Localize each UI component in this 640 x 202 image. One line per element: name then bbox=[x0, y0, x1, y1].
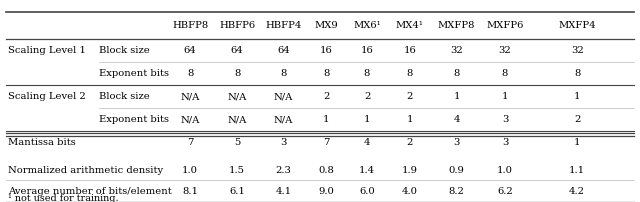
Text: 0.8: 0.8 bbox=[318, 166, 334, 175]
Text: 1: 1 bbox=[574, 138, 580, 147]
Text: MXFP8: MXFP8 bbox=[438, 21, 476, 30]
Text: 3: 3 bbox=[502, 138, 508, 147]
Text: 2: 2 bbox=[364, 92, 370, 101]
Text: 4.1: 4.1 bbox=[276, 187, 292, 196]
Text: HBFP4: HBFP4 bbox=[266, 21, 302, 30]
Text: 3: 3 bbox=[454, 138, 460, 147]
Text: 1.9: 1.9 bbox=[402, 166, 418, 175]
Text: 2: 2 bbox=[406, 138, 413, 147]
Text: Exponent bits: Exponent bits bbox=[99, 115, 169, 124]
Text: MXFP6: MXFP6 bbox=[486, 21, 524, 30]
Text: 2.3: 2.3 bbox=[276, 166, 292, 175]
Text: HBFP8: HBFP8 bbox=[172, 21, 208, 30]
Text: N/A: N/A bbox=[180, 115, 200, 124]
Text: 64: 64 bbox=[231, 46, 244, 55]
Text: 16: 16 bbox=[403, 46, 416, 55]
Text: 2: 2 bbox=[323, 92, 330, 101]
Text: N/A: N/A bbox=[228, 115, 247, 124]
Text: Mantissa bits: Mantissa bits bbox=[8, 138, 76, 147]
Text: 1.0: 1.0 bbox=[182, 166, 198, 175]
Text: Scaling Level 1: Scaling Level 1 bbox=[8, 46, 86, 55]
Text: N/A: N/A bbox=[274, 92, 293, 101]
Text: 4.0: 4.0 bbox=[402, 187, 418, 196]
Text: 1: 1 bbox=[454, 92, 460, 101]
Text: 8: 8 bbox=[454, 69, 460, 78]
Text: MX4¹: MX4¹ bbox=[396, 21, 424, 30]
Text: 8.1: 8.1 bbox=[182, 187, 198, 196]
Text: 2: 2 bbox=[574, 115, 580, 124]
Text: 1: 1 bbox=[364, 115, 371, 124]
Text: 8.2: 8.2 bbox=[449, 187, 465, 196]
Text: 32: 32 bbox=[451, 46, 463, 55]
Text: 32: 32 bbox=[499, 46, 511, 55]
Text: 32: 32 bbox=[571, 46, 584, 55]
Text: 4: 4 bbox=[454, 115, 460, 124]
Text: 8: 8 bbox=[574, 69, 580, 78]
Text: Block size: Block size bbox=[99, 46, 150, 55]
Text: Block size: Block size bbox=[99, 92, 150, 101]
Text: 64: 64 bbox=[184, 46, 196, 55]
Text: 8: 8 bbox=[187, 69, 193, 78]
Text: 1.5: 1.5 bbox=[229, 166, 245, 175]
Text: 1: 1 bbox=[502, 92, 508, 101]
Text: 1: 1 bbox=[323, 115, 330, 124]
Text: 9.0: 9.0 bbox=[318, 187, 334, 196]
Text: 1: 1 bbox=[406, 115, 413, 124]
Text: 8: 8 bbox=[323, 69, 330, 78]
Text: 0.9: 0.9 bbox=[449, 166, 465, 175]
Text: 16: 16 bbox=[320, 46, 333, 55]
Text: 8: 8 bbox=[502, 69, 508, 78]
Text: HBFP6: HBFP6 bbox=[219, 21, 255, 30]
Text: Normalized arithmetic density: Normalized arithmetic density bbox=[8, 166, 163, 175]
Text: MXFP4: MXFP4 bbox=[558, 21, 596, 30]
Text: MX6¹: MX6¹ bbox=[353, 21, 381, 30]
Text: 3: 3 bbox=[502, 115, 508, 124]
Text: 8: 8 bbox=[364, 69, 370, 78]
Text: 2: 2 bbox=[406, 92, 413, 101]
Text: 3: 3 bbox=[280, 138, 287, 147]
Text: N/A: N/A bbox=[274, 115, 293, 124]
Text: N/A: N/A bbox=[228, 92, 247, 101]
Text: 7: 7 bbox=[323, 138, 330, 147]
Text: 4.2: 4.2 bbox=[569, 187, 585, 196]
Text: N/A: N/A bbox=[180, 92, 200, 101]
Text: 8: 8 bbox=[406, 69, 413, 78]
Text: 8: 8 bbox=[234, 69, 241, 78]
Text: 6.1: 6.1 bbox=[229, 187, 245, 196]
Text: 7: 7 bbox=[187, 138, 193, 147]
Text: Scaling Level 2: Scaling Level 2 bbox=[8, 92, 85, 101]
Text: 6.2: 6.2 bbox=[497, 187, 513, 196]
Text: 6.0: 6.0 bbox=[359, 187, 375, 196]
Text: 1.4: 1.4 bbox=[359, 166, 375, 175]
Text: Average number of bits/element: Average number of bits/element bbox=[8, 187, 172, 196]
Text: 64: 64 bbox=[277, 46, 290, 55]
Text: 1.0: 1.0 bbox=[497, 166, 513, 175]
Text: 4: 4 bbox=[364, 138, 371, 147]
Text: Exponent bits: Exponent bits bbox=[99, 69, 169, 78]
Text: 8: 8 bbox=[280, 69, 287, 78]
Text: 5: 5 bbox=[234, 138, 241, 147]
Text: MX9: MX9 bbox=[314, 21, 338, 30]
Text: ¹ not used for training.: ¹ not used for training. bbox=[8, 194, 118, 202]
Text: 16: 16 bbox=[361, 46, 373, 55]
Text: 1: 1 bbox=[574, 92, 580, 101]
Text: 1.1: 1.1 bbox=[569, 166, 585, 175]
